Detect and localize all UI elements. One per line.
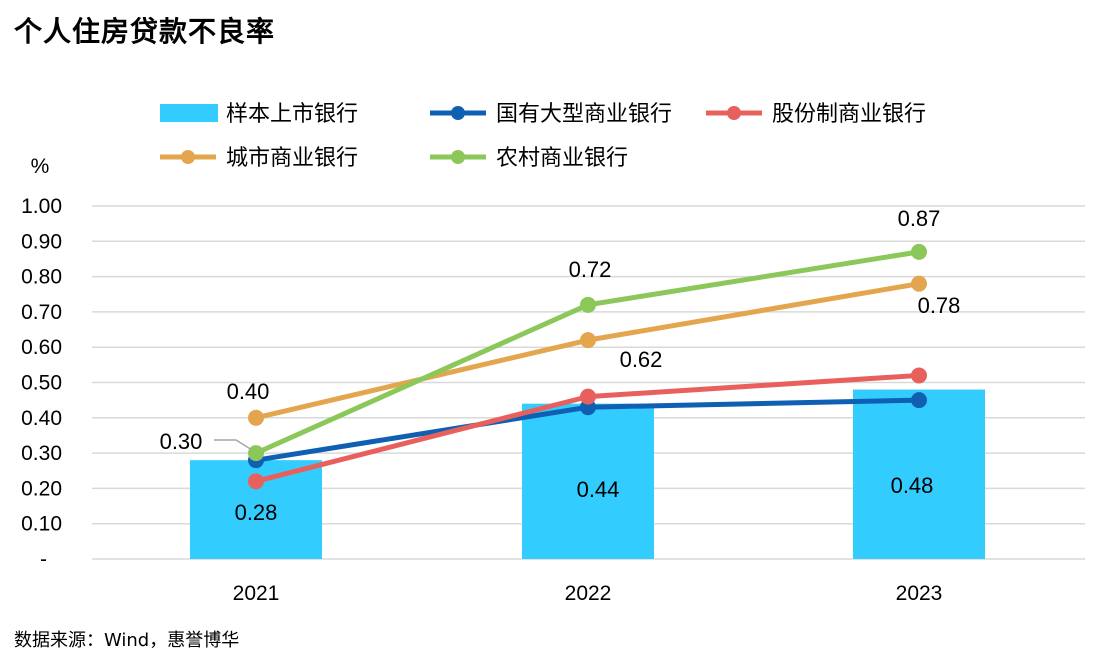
series-point-0-2023 — [911, 392, 927, 409]
chart-title: 个人住房贷款不良率 — [14, 15, 276, 48]
y-tick-label: 0.40 — [21, 407, 62, 430]
series-point-3-2021 — [248, 445, 264, 462]
series-point-2-2023 — [911, 275, 927, 292]
y-tick-label: - — [40, 548, 47, 571]
legend-swatch-marker — [181, 150, 195, 164]
legend-swatch-bar — [160, 104, 218, 122]
bar-2022 — [522, 403, 654, 559]
y-tick-label: 0.30 — [21, 442, 62, 465]
series-point-1-2023 — [911, 367, 927, 384]
data-label: 0.48 — [891, 473, 934, 498]
data-label: 0.40 — [227, 379, 270, 404]
axis-layer: % - 0.10 0.20 0.30 0.40 0.50 0.60 0.70 0.80 0.90 1.… — [21, 155, 942, 605]
y-tick-label: 0.60 — [21, 336, 62, 359]
bar-layer — [190, 389, 985, 559]
data-label: 0.62 — [620, 347, 663, 372]
x-tick-label: 2022 — [565, 582, 612, 605]
series-point-2-2022 — [580, 332, 596, 349]
y-tick-label: 0.90 — [21, 230, 62, 253]
source-note: 数据来源：Wind，惠誉博华 — [14, 630, 240, 651]
legend-label: 样本上市银行 — [226, 102, 358, 127]
data-label: 0.30 — [160, 429, 203, 454]
series-point-3-2022 — [580, 296, 596, 313]
legend-swatch-marker — [451, 106, 465, 120]
data-label: 0.78 — [918, 293, 961, 318]
legend-label: 城市商业银行 — [226, 146, 358, 171]
x-tick-label: 2023 — [896, 582, 943, 605]
line-layer — [248, 243, 927, 490]
y-tick-label: 1.00 — [21, 195, 62, 218]
y-tick-label: 0.70 — [21, 301, 62, 324]
label-layer: 0.28 0.44 0.48 0.40 0.62 0.78 0.30 0.72 0.87 — [160, 206, 961, 525]
data-label: 0.44 — [577, 477, 620, 502]
series-point-3-2023 — [911, 243, 927, 260]
data-label: 0.28 — [235, 500, 278, 525]
legend-label: 农村商业银行 — [496, 146, 628, 171]
bar-2023 — [853, 389, 985, 559]
series-point-2-2021 — [248, 409, 264, 426]
series-point-1-2022 — [580, 388, 596, 405]
y-tick-label: 0.20 — [21, 477, 62, 500]
y-axis-unit-label: % — [31, 155, 50, 178]
legend-swatch-marker — [727, 106, 741, 120]
data-label: 0.87 — [898, 206, 941, 231]
y-tick-label: 0.80 — [21, 266, 62, 289]
legend-label: 国有大型商业银行 — [496, 102, 672, 127]
x-tick-label: 2021 — [233, 582, 280, 605]
label-leader-line — [214, 439, 253, 451]
legend-label: 股份制商业银行 — [772, 102, 926, 127]
y-tick-label: 0.50 — [21, 372, 62, 395]
data-label: 0.72 — [569, 257, 612, 282]
legend-swatch-marker — [451, 150, 465, 164]
y-tick-label: 0.10 — [21, 513, 62, 536]
series-point-1-2021 — [248, 473, 264, 490]
